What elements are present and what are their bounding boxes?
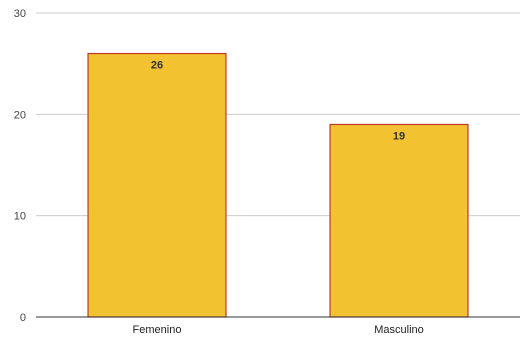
y-axis-ticks: 0 10 20 30 [14,8,26,324]
data-label-masculino: 19 [393,130,405,142]
y-tick-label: 20 [14,109,26,121]
data-label-femenino: 26 [151,60,163,72]
data-labels: 26 19 [151,60,405,143]
bar-masculino [329,123,469,318]
y-tick-label: 10 [14,211,26,223]
x-axis-categories: Femenino Masculino [133,324,424,336]
x-category-label-femenino: Femenino [133,324,182,336]
bar-femenino [87,52,227,318]
bars [87,52,469,318]
x-category-label-masculino: Masculino [374,324,424,336]
y-tick-label: 0 [20,312,26,324]
y-tick-label: 30 [14,8,26,20]
